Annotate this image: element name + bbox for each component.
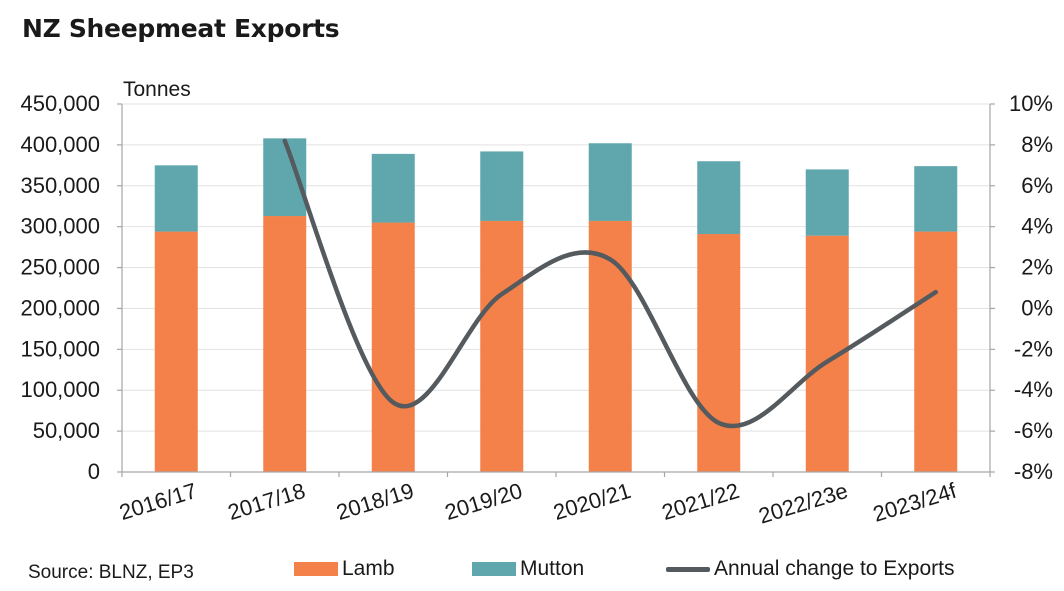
y-tick-label: 100,000 (20, 377, 100, 402)
y2-tick-label: 6% (1021, 173, 1053, 198)
legend-label-mutton: Mutton (520, 557, 585, 580)
y-tick-label: 0 (88, 459, 100, 484)
y-tick-label: 450,000 (20, 91, 100, 116)
bar-lamb (371, 222, 415, 472)
bar-mutton (154, 165, 198, 232)
y-tick-label: 200,000 (20, 295, 100, 320)
x-tick-labels: 2016/17 2017/18 2018/19 2019/20 2020/21 2021/… (116, 478, 960, 529)
y-tick-label: 250,000 (20, 255, 100, 280)
y2-tick-label: -8% (1014, 459, 1053, 484)
y-axis-label: Tonnes (123, 78, 191, 101)
gridlines (122, 103, 990, 432)
x-tick-label: 2018/19 (333, 478, 416, 525)
bar-mutton (914, 166, 958, 232)
bar-lamb (914, 231, 958, 472)
y2-tick-label: 0% (1021, 295, 1053, 320)
annual-change-line-group (282, 138, 938, 429)
y-tick-label: 50,000 (33, 418, 100, 443)
legend-item-mutton: Mutton (472, 556, 584, 582)
x-tick-label: 2021/22 (659, 478, 742, 525)
bar-mutton (697, 161, 741, 235)
legend-swatch-lamb (294, 562, 338, 576)
y-tick-label: 400,000 (20, 132, 100, 157)
y2-tick-label: 2% (1021, 255, 1053, 280)
source-note: Source: BLNZ, EP3 (28, 562, 194, 583)
y2-tick-label: 10% (1009, 91, 1053, 116)
bar-mutton (805, 169, 849, 236)
y-tick-labels: 0 50,000 100,000 150,000 200,000 250,000 300,0… (20, 91, 100, 484)
bars (154, 138, 958, 472)
x-tick-label: 2019/20 (442, 478, 525, 525)
x-tick-label: 2020/21 (550, 478, 633, 525)
y2-tick-label: -6% (1014, 418, 1053, 443)
y-tick-label: 300,000 (20, 214, 100, 239)
x-tick-label: 2016/17 (116, 478, 199, 525)
legend-label-lamb: Lamb (342, 557, 395, 580)
y2-tick-label: -4% (1014, 377, 1053, 402)
x-tick-label: 2023/24f (870, 478, 960, 527)
axes (117, 103, 995, 477)
bar-lamb (154, 231, 198, 472)
bar-mutton (371, 153, 415, 223)
bar-lamb (263, 216, 307, 472)
bar-mutton (588, 143, 632, 221)
y2-tick-label: -2% (1014, 336, 1053, 361)
y-tick-label: 350,000 (20, 173, 100, 198)
legend-line-annual-change (666, 566, 710, 572)
y2-tick-labels: -8% -6% -4% -2% 0% 2% 4% 6% 8% 10% (1009, 91, 1053, 484)
chart-title: NZ Sheepmeat Exports (22, 14, 340, 43)
x-tick-label: 2017/18 (225, 478, 308, 525)
bar-lamb (697, 234, 741, 472)
y-tick-label: 150,000 (20, 336, 100, 361)
x-tick-label: 2022/23e (756, 478, 851, 529)
annual-change-line (282, 138, 938, 429)
legend-item-lamb: Lamb (294, 556, 395, 582)
legend-swatch-mutton (472, 562, 516, 576)
bar-lamb (588, 220, 632, 472)
bar-lamb (480, 220, 524, 472)
bar-mutton (480, 151, 524, 221)
legend-label-annual-change: Annual change to Exports (714, 557, 955, 580)
y2-tick-label: 8% (1021, 132, 1053, 157)
y2-tick-label: 4% (1021, 214, 1053, 239)
legend-item-annual-change: Annual change to Exports (666, 556, 955, 582)
